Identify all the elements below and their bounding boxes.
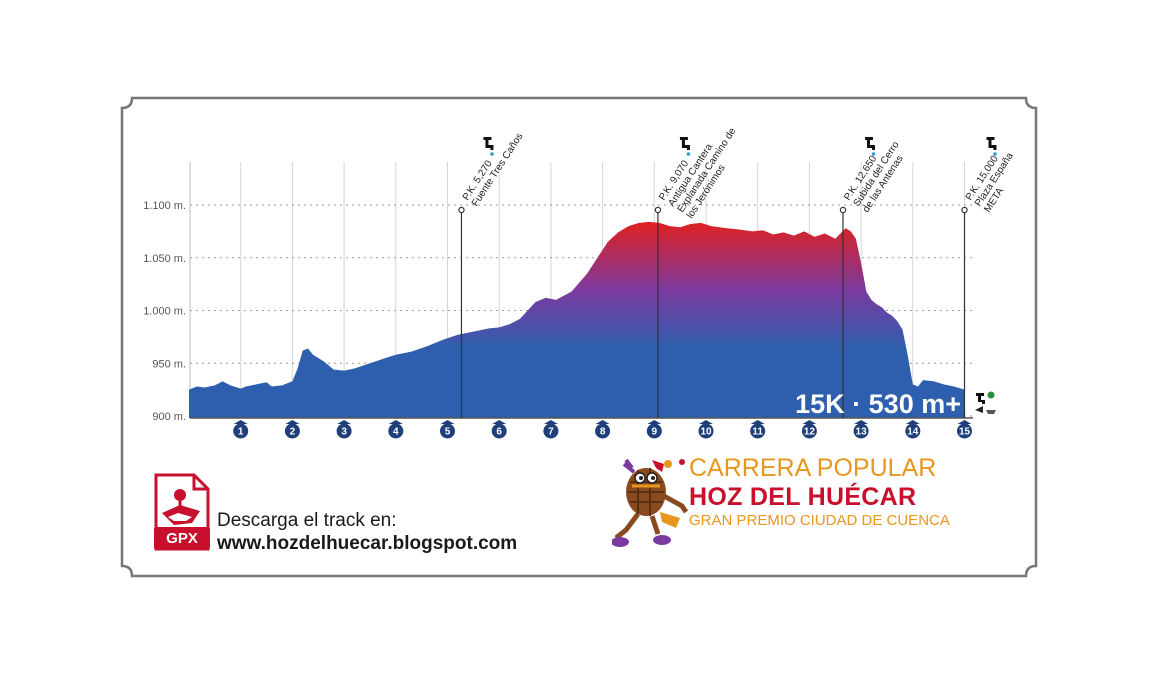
km-marker: [543, 423, 559, 439]
y-tick-label: 1.100 m.: [143, 200, 186, 212]
km-marker: [388, 423, 404, 439]
water-drop-icon: [993, 152, 997, 156]
gpx-badge-label: GPX: [166, 530, 198, 547]
km-marker-pointer: [905, 420, 920, 424]
km-marker-label: 4: [393, 427, 399, 438]
race-title-block: CARRERA POPULAR HOZ DEL HUÉCAR GRAN PREM…: [689, 454, 950, 530]
aid-station-dot: [839, 206, 847, 214]
km-marker: [957, 423, 972, 439]
km-marker-pointer: [543, 420, 558, 424]
finish-podium-icon: [986, 410, 996, 414]
km-marker-label: 10: [700, 427, 712, 438]
gpx-file-icon[interactable]: GPX: [152, 473, 210, 551]
km-marker-label: 6: [496, 427, 502, 438]
km-marker-pointer: [285, 420, 300, 424]
km-marker-pointer: [750, 420, 765, 424]
finish-tap-icon: [976, 393, 985, 404]
y-tick-label: 1.000 m.: [143, 306, 186, 318]
download-url-link[interactable]: www.hozdelhuecar.blogspot.com: [217, 533, 518, 554]
distance-elevation-summary: 15K · 530 m+: [795, 389, 961, 419]
km-marker-label: 11: [752, 427, 763, 438]
km-marker: [698, 423, 714, 439]
km-marker-pointer: [388, 420, 403, 424]
water-tap-icon: [679, 137, 690, 150]
race-subtitle: CARRERA POPULAR: [689, 454, 937, 482]
km-marker: [905, 423, 921, 439]
km-marker: [440, 423, 455, 439]
km-marker-pointer: [802, 420, 817, 424]
km-marker-label: 5: [445, 427, 451, 438]
water-drop-icon: [871, 152, 876, 156]
aid-station-dot: [458, 206, 465, 214]
km-marker-pointer: [440, 420, 455, 424]
km-marker-pointer: [337, 420, 352, 424]
y-tick-label: 950 m.: [152, 358, 186, 370]
km-marker: [750, 423, 766, 439]
km-marker-label: 8: [600, 427, 606, 438]
km-marker-pointer: [699, 420, 713, 424]
km-marker: [233, 423, 249, 439]
y-tick-label: 900 m.: [152, 411, 186, 423]
finish-medal-icon: [987, 391, 995, 399]
runner-mascot-icon: [612, 458, 689, 547]
finish-flag-icon: [975, 406, 983, 413]
km-marker: [853, 423, 869, 439]
km-marker-label: 15: [959, 427, 971, 438]
water-drop-icon: [490, 152, 494, 156]
race-tagline: GRAN PREMIO CIUDAD DE CUENCA: [689, 512, 950, 529]
km-marker-pointer: [647, 420, 662, 424]
km-marker-label: 2: [290, 427, 296, 438]
km-marker-label: 1: [238, 427, 244, 438]
km-marker-label: 12: [804, 427, 816, 438]
water-tap-icon: [483, 137, 494, 150]
elevation-area: [189, 221, 965, 418]
water-tap-icon: [986, 137, 997, 150]
download-block: Descarga el track en: www.hozdelhuecar.b…: [217, 510, 517, 556]
km-marker: [491, 423, 507, 439]
km-marker: [595, 423, 611, 439]
km-marker-label: 7: [548, 427, 554, 438]
race-name: HOZ DEL HUÉCAR: [689, 483, 917, 511]
km-marker-pointer: [492, 420, 507, 424]
km-marker: [284, 423, 300, 439]
water-drop-icon: [686, 152, 691, 156]
y-tick-label: 1.050 m.: [143, 253, 186, 265]
water-tap-icon: [865, 137, 876, 150]
km-marker-pointer: [854, 420, 869, 424]
km-marker-pointer: [957, 420, 972, 424]
km-marker-pointer: [595, 420, 610, 424]
download-label: Descarga el track en:: [217, 510, 397, 531]
km-marker: [801, 423, 817, 439]
km-marker-pointer: [233, 420, 248, 424]
km-marker: [646, 423, 662, 439]
aid-station-dot: [961, 206, 968, 214]
km-marker: [336, 423, 352, 439]
km-marker-label: 9: [652, 427, 658, 438]
km-marker-label: 14: [907, 427, 919, 438]
aid-station-dot: [654, 206, 662, 214]
km-marker-label: 13: [856, 427, 868, 438]
km-marker-label: 3: [341, 427, 347, 438]
